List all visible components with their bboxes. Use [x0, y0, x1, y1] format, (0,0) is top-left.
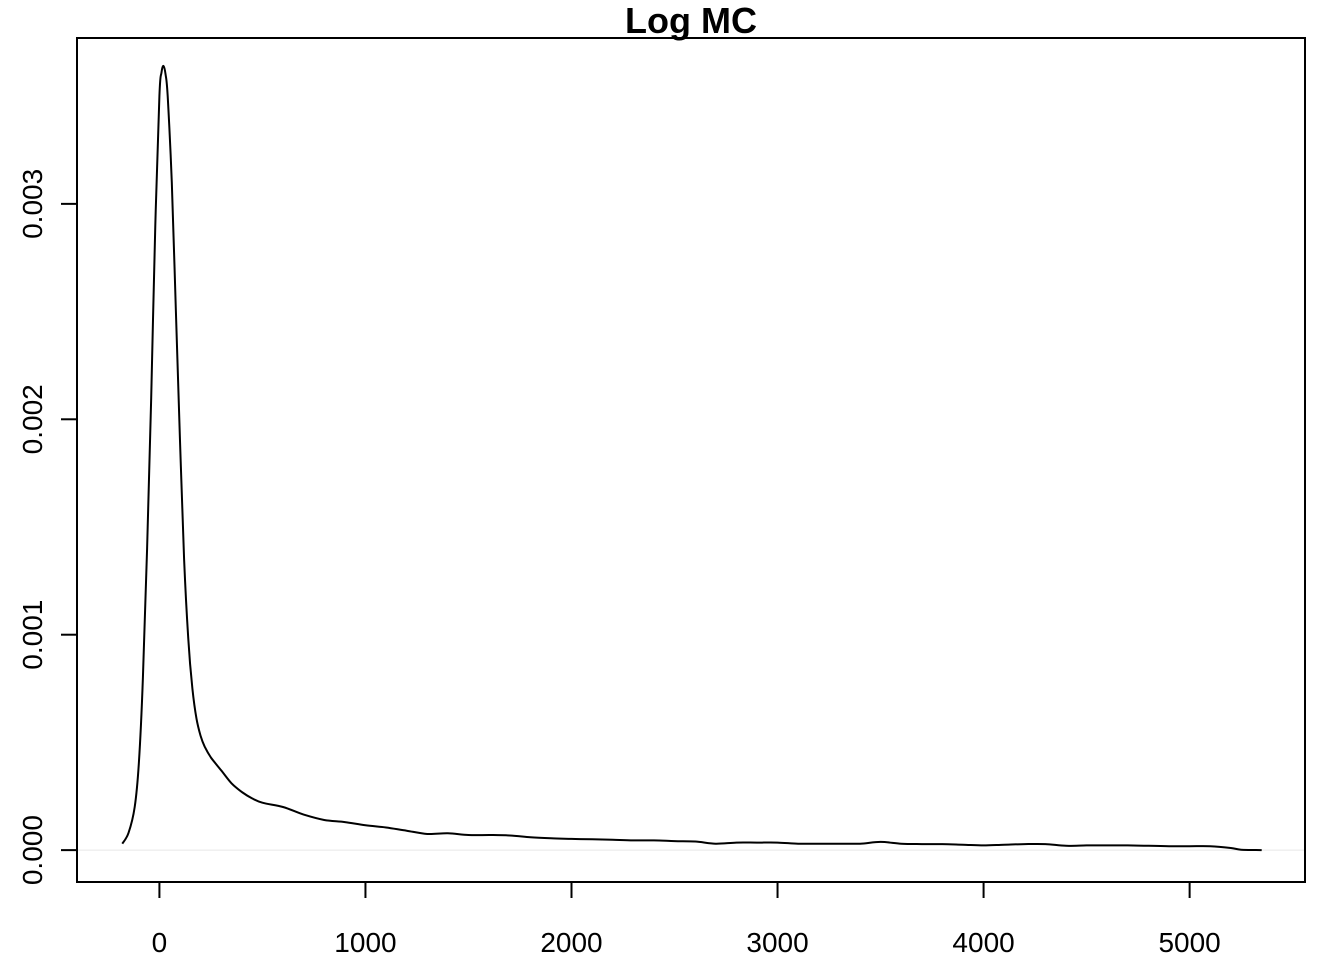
chart-title: Log MC: [625, 0, 757, 41]
x-tick-label: 5000: [1158, 927, 1220, 958]
x-tick-label: 4000: [952, 927, 1014, 958]
y-tick-label: 0.002: [17, 384, 48, 454]
x-tick-label: 1000: [334, 927, 396, 958]
y-tick-label: 0.000: [17, 815, 48, 885]
y-tick-label: 0.001: [17, 600, 48, 670]
x-axis: 0 1000 2000 3000 4000 5000: [152, 881, 1221, 958]
x-tick-label: 0: [152, 927, 168, 958]
density-line: [121, 64, 1262, 852]
y-axis: 0.000 0.001 0.002 0.003: [17, 169, 78, 885]
x-tick-label: 2000: [540, 927, 602, 958]
plot-frame: [76, 37, 1306, 883]
x-tick-label: 3000: [746, 927, 808, 958]
y-tick-label: 0.003: [17, 169, 48, 239]
